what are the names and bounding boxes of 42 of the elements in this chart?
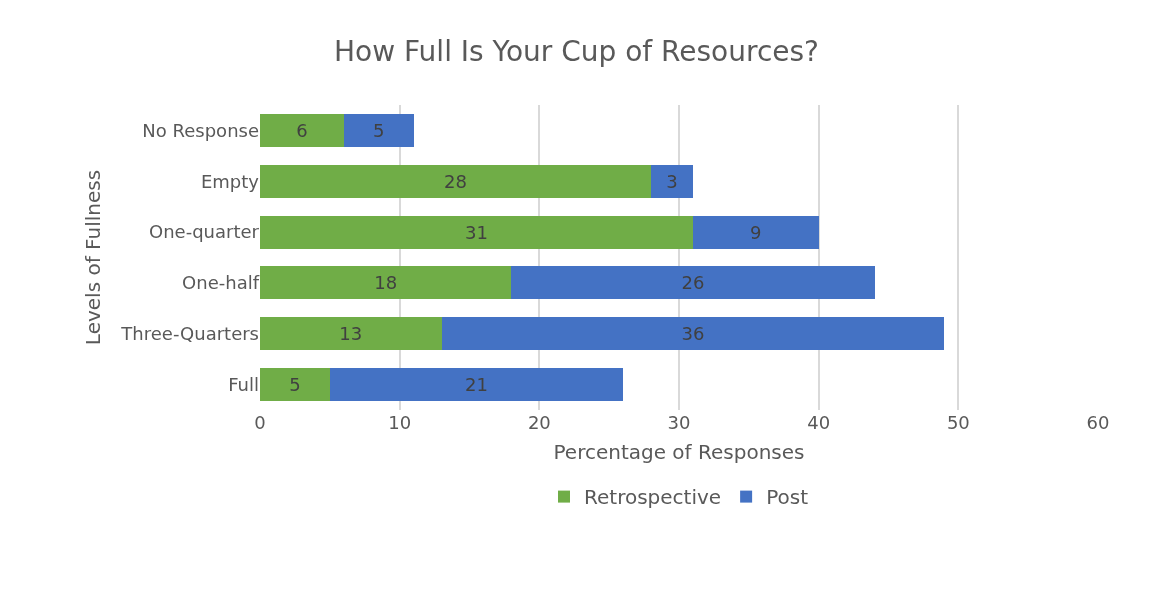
legend-label: Post [766,485,809,510]
bar [260,113,344,147]
bar [260,266,512,300]
data-label: 3 [666,170,678,192]
legend-label: Retrospective [584,485,722,510]
bar [260,317,442,351]
x-tick-label: 10 [388,412,412,433]
bar [511,266,875,300]
x-tick-label: 30 [667,412,691,433]
data-label: 21 [465,374,488,396]
y-tick-label: One-half [182,272,260,294]
x-axis-title: Percentage of Responses [553,439,805,464]
data-label: 26 [681,272,705,294]
bar [651,164,693,198]
y-tick-label: Three-Quarters [120,323,259,345]
y-tick-label: One-quarter [149,221,260,243]
bar [692,215,819,249]
chart-title: How Full Is Your Cup of Resources? [334,35,819,69]
y-tick-label: Empty [200,170,260,192]
x-tick-label: 60 [1086,412,1110,433]
bar [441,317,945,351]
data-label: 36 [681,323,705,345]
data-label: 5 [289,374,301,396]
bar [260,215,693,249]
data-label: 9 [750,221,762,243]
data-label: 13 [339,323,363,345]
bar [260,368,330,402]
bar [329,368,624,402]
bar [343,113,414,147]
x-tick-label: 0 [254,412,266,433]
bar [260,164,652,198]
data-label: 6 [296,119,308,141]
y-axis-title: Levels of Fullness [80,169,105,346]
x-tick-label: 50 [946,412,970,433]
data-label: 28 [444,170,467,192]
data-label: 18 [374,272,398,294]
data-label: 5 [372,119,385,141]
x-tick-label: 40 [807,412,831,433]
y-tick-label: Full [228,373,259,395]
x-tick-label: 20 [527,412,551,433]
y-tick-label: No Response [142,119,259,141]
data-label: 31 [465,221,488,243]
